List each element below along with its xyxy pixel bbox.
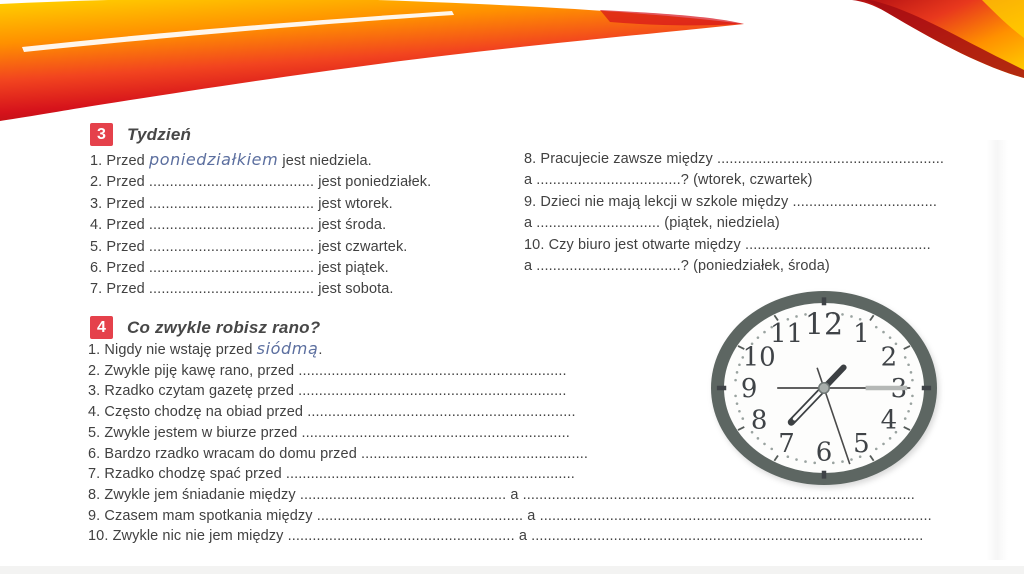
- exercise3-title: Tydzień: [127, 124, 192, 144]
- svg-text:11: 11: [770, 319, 803, 349]
- svg-text:9: 9: [741, 374, 758, 404]
- exercise3-item-3: 3. Przed ...............................…: [90, 195, 393, 212]
- svg-text:4: 4: [881, 406, 898, 436]
- handwritten-answer: siódmą: [256, 339, 319, 358]
- exercise3-item-7: 7. Przed ...............................…: [90, 281, 394, 298]
- exercise3-number-badge: 3: [90, 123, 113, 146]
- item-text: 1. Nigdy nie wstaję przed: [88, 342, 257, 358]
- exercise3-item-8: 8. Pracujecie zawsze między ............…: [524, 151, 945, 167]
- exercise3-item-2: 2. Przed ...............................…: [90, 174, 432, 191]
- item-text: 1. Przed: [90, 153, 149, 169]
- item-text: jest niedziela.: [278, 153, 372, 169]
- exercise3-item-5: 5. Przed ...............................…: [90, 238, 408, 255]
- exercise4-item-6: 6. Bardzo rzadko wracam do domu przed ..…: [88, 445, 589, 462]
- exercise4-list: 1. Nigdy nie wstaję przed siódmą. 2. Zwy…: [88, 339, 932, 547]
- exercise3-header: 3 Tydzień: [90, 123, 191, 146]
- exercise4-item-9: 9. Czasem mam spotkania między .........…: [88, 507, 932, 524]
- svg-text:10: 10: [743, 342, 776, 372]
- exercise4-title: Co zwykle robisz rano?: [127, 317, 321, 337]
- handwritten-answer: poniedziałkiem: [148, 150, 279, 169]
- svg-text:8: 8: [751, 406, 768, 436]
- exercise4-item-10: 10. Zwykle nic nie jem między ..........…: [88, 528, 924, 545]
- exercise4-item-4: 4. Często chodzę na obiad przed ........…: [88, 404, 576, 421]
- exercise4-item-7: 7. Rzadko chodzę spać przed ............…: [88, 466, 575, 483]
- exercise3-item-9b: a .............................. (piątek…: [524, 215, 780, 232]
- exercise3-item-6: 6. Przed ...............................…: [90, 260, 389, 277]
- exercise3-item-10: 10. Czy biuro jest otwarte między ......…: [524, 236, 931, 253]
- svg-text:2: 2: [881, 342, 898, 372]
- analog-clock: 121234567891011: [711, 291, 937, 485]
- exercise3-item-10b: a ...................................? (…: [524, 258, 830, 275]
- exercise4-header: 4 Co zwykle robisz rano?: [90, 316, 320, 339]
- svg-text:1: 1: [853, 319, 870, 349]
- page-edge-shadow: [986, 140, 1008, 560]
- exercise4-item-5: 5. Zwykle jestem w biurze przed ........…: [88, 424, 570, 441]
- exercise4-item-2: 2. Zwykle piję kawę rano, przed ........…: [88, 362, 567, 379]
- item-text: .: [318, 342, 323, 358]
- exercise4-item-3: 3. Rzadko czytam gazetę przed ..........…: [88, 383, 567, 400]
- exercise4-number-badge: 4: [90, 316, 113, 339]
- exercise3-item-9: 9. Dzieci nie mają lekcji w szkole międz…: [524, 193, 938, 210]
- svg-text:6: 6: [816, 437, 833, 467]
- decorative-wave-graphic: [0, 0, 1024, 121]
- page-bottom-shadow: [0, 566, 1024, 574]
- svg-text:5: 5: [853, 429, 870, 459]
- exercise4-item-1: 1. Nigdy nie wstaję przed siódmą.: [88, 339, 932, 361]
- clock-image: 121234567891011: [704, 284, 944, 492]
- svg-text:7: 7: [778, 429, 795, 459]
- exercise3-item-8b: a ...................................? (…: [524, 172, 813, 189]
- exercise3-item-4: 4. Przed ...............................…: [90, 217, 387, 234]
- exercise4-item-8: 8. Zwykle jem śniadanie między .........…: [88, 486, 915, 503]
- svg-text:12: 12: [805, 308, 843, 343]
- exercise3-left-column: 1. Przed poniedziałkiem jest niedziela. …: [90, 149, 431, 301]
- exercise3-item-1: 1. Przed poniedziałkiem jest niedziela.: [90, 149, 431, 172]
- exercise3-right-column: 8. Pracujecie zawsze między ............…: [524, 149, 944, 277]
